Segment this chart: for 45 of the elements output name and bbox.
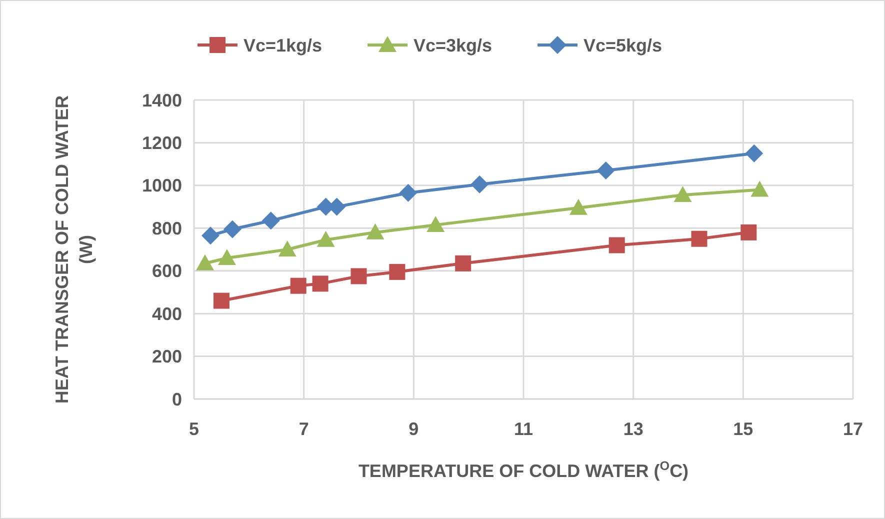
x-tick-label: 7 <box>298 419 309 439</box>
legend-label: Vc=1kg/s <box>244 35 322 56</box>
y-tick-label: 400 <box>152 304 182 324</box>
point <box>366 223 384 240</box>
point <box>201 226 220 245</box>
point <box>740 224 757 240</box>
point <box>278 240 296 256</box>
point <box>674 186 692 202</box>
point <box>218 249 236 266</box>
point <box>262 212 280 230</box>
point <box>691 230 708 247</box>
point <box>316 230 335 247</box>
point <box>389 264 406 280</box>
point <box>470 175 489 194</box>
legend-label: Vc=3kg/s <box>414 35 492 56</box>
point <box>196 254 214 270</box>
point <box>750 180 769 197</box>
x-tick-label: 9 <box>408 419 419 439</box>
point <box>399 184 418 202</box>
y-tick-label: 1200 <box>142 133 182 154</box>
point <box>290 278 306 294</box>
legend-label: Vc=5kg/s <box>584 35 662 56</box>
y-tick-label: 0 <box>172 389 182 410</box>
x-axis-title: TEMPERATURE OF COLD WATER ($^{O}$C) <box>358 459 689 481</box>
point <box>608 237 625 254</box>
point <box>312 276 328 292</box>
point <box>223 220 242 238</box>
y-tick-label: 1000 <box>142 176 182 196</box>
x-tick-label: 13 <box>623 419 644 439</box>
y-tick-label: 600 <box>152 261 182 282</box>
y-tick-label: 1400 <box>142 90 182 110</box>
point <box>596 161 615 180</box>
point <box>426 216 445 232</box>
x-tick-label: 11 <box>514 419 534 439</box>
x-tick-label: 15 <box>733 419 754 439</box>
x-tick-label: 5 <box>188 419 200 439</box>
y-tick-label: 200 <box>152 346 182 367</box>
point <box>455 255 472 272</box>
point <box>350 268 367 284</box>
x-tick-label: 17 <box>842 419 864 439</box>
point <box>569 198 588 215</box>
point <box>745 144 764 162</box>
y-axis-title: HEAT TRANSGER OF COLD WATER (W) <box>52 95 96 404</box>
y-tick-label: 800 <box>152 218 182 238</box>
point <box>213 292 230 309</box>
